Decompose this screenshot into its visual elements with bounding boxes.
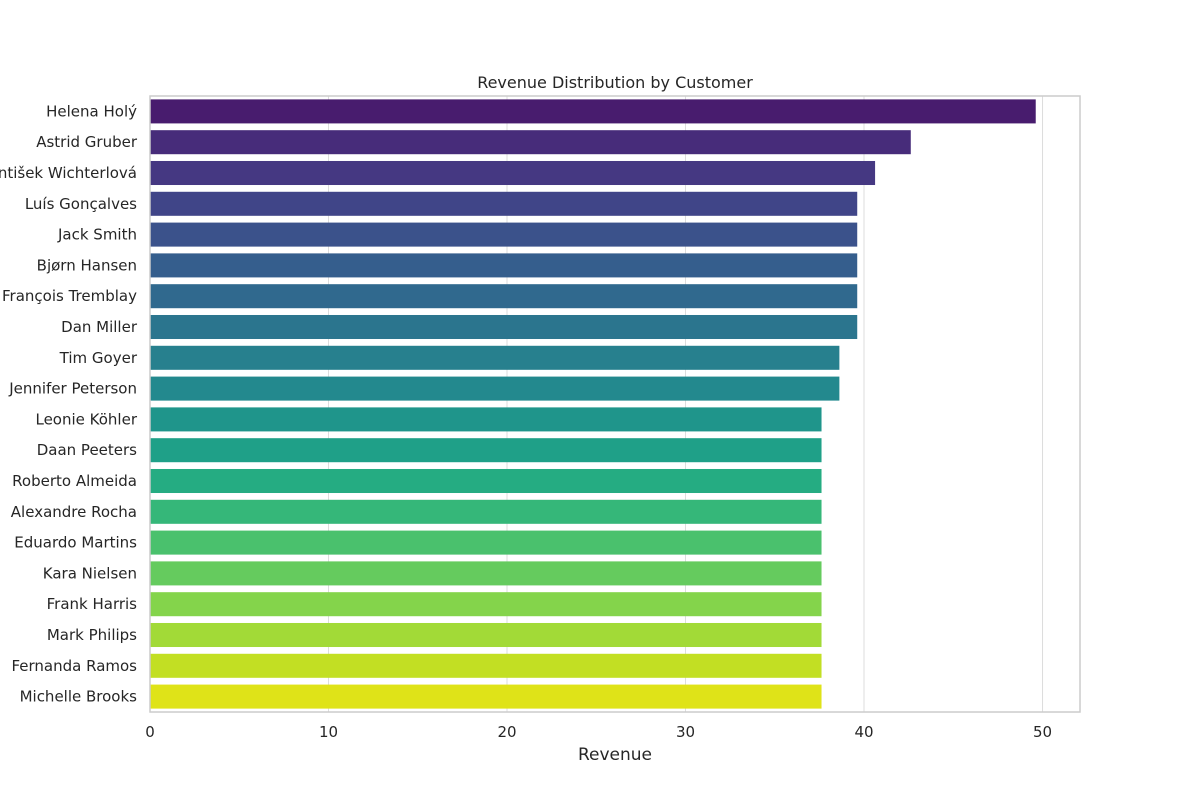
bars bbox=[150, 99, 1036, 709]
category-label: Michelle Brooks bbox=[20, 688, 138, 706]
x-tick-label: 40 bbox=[854, 723, 873, 741]
category-label: Eduardo Martins bbox=[14, 534, 137, 552]
bar bbox=[150, 284, 858, 309]
bar bbox=[150, 407, 822, 432]
category-label: Leonie Köhler bbox=[35, 410, 137, 428]
x-tick-label: 30 bbox=[676, 723, 695, 741]
x-tick-label: 10 bbox=[319, 723, 338, 741]
bar bbox=[150, 499, 822, 524]
bar bbox=[150, 99, 1036, 124]
bar bbox=[150, 376, 840, 401]
category-label: Kara Nielsen bbox=[43, 564, 137, 582]
category-label: Mark Philips bbox=[47, 626, 137, 644]
bar bbox=[150, 622, 822, 648]
bar bbox=[150, 130, 911, 155]
x-axis-label: Revenue bbox=[578, 745, 652, 765]
category-label: Alexandre Rocha bbox=[11, 503, 137, 521]
bar bbox=[150, 684, 822, 709]
category-label: Tim Goyer bbox=[59, 349, 138, 367]
x-tick-labels: 0 10 20 30 40 50 bbox=[145, 723, 1052, 741]
bar bbox=[150, 345, 840, 370]
bar bbox=[150, 222, 858, 247]
chart-title: Revenue Distribution by Customer bbox=[477, 73, 753, 92]
category-label: František Wichterlová bbox=[0, 164, 137, 182]
category-label: Roberto Almeida bbox=[12, 472, 137, 490]
bar bbox=[150, 561, 822, 586]
gridlines bbox=[149, 96, 1044, 712]
category-label: François Tremblay bbox=[2, 287, 137, 305]
x-tick-label: 0 bbox=[145, 723, 155, 741]
bar bbox=[150, 191, 858, 216]
category-label: Bjørn Hansen bbox=[37, 256, 137, 274]
category-label: Helena Holý bbox=[46, 102, 137, 120]
bar bbox=[150, 314, 858, 340]
bar bbox=[150, 253, 858, 278]
x-tick-label: 50 bbox=[1033, 723, 1052, 741]
category-labels: Helena Holý Astrid Gruber František Wichte… bbox=[0, 102, 138, 705]
category-label: Daan Peeters bbox=[37, 441, 137, 459]
category-label: Jack Smith bbox=[57, 226, 137, 244]
category-label: Luís Gonçalves bbox=[25, 195, 137, 213]
plot-frame bbox=[149, 95, 1081, 713]
bar bbox=[150, 530, 822, 555]
bar bbox=[150, 592, 822, 617]
category-label: Astrid Gruber bbox=[36, 133, 138, 151]
category-label: Jennifer Peterson bbox=[8, 380, 137, 398]
bar bbox=[150, 438, 822, 463]
bar bbox=[150, 653, 822, 678]
category-label: Fernanda Ramos bbox=[11, 657, 137, 675]
x-tick-label: 20 bbox=[497, 723, 516, 741]
category-label: Frank Harris bbox=[47, 595, 138, 613]
bar bbox=[150, 468, 822, 494]
bar bbox=[150, 160, 876, 186]
category-label: Dan Miller bbox=[61, 318, 138, 336]
